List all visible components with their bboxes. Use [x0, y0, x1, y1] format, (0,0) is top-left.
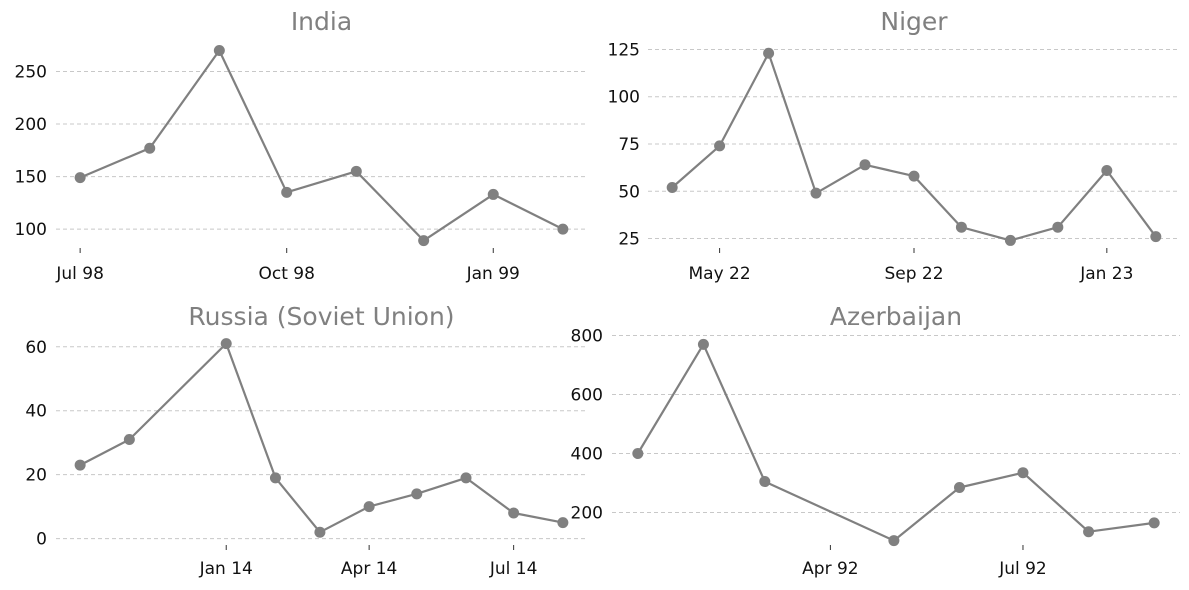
y-tick-label: 40	[25, 402, 47, 422]
data-point	[697, 338, 709, 350]
data-point	[1052, 221, 1064, 233]
data-point	[666, 181, 678, 193]
series-line	[79, 49, 564, 242]
y-tick-label: 50	[618, 182, 640, 202]
data-point	[859, 159, 871, 171]
x-tick-label: Sep 22	[884, 264, 943, 284]
x-tick-label: Jan 23	[1079, 264, 1133, 284]
chart-title: India	[291, 7, 352, 36]
data-point	[1150, 231, 1162, 243]
data-point	[955, 221, 967, 233]
y-tick-label: 400	[571, 445, 603, 465]
chart-title: Azerbaijan	[830, 302, 962, 331]
data-point	[281, 186, 293, 198]
x-tick-label: Apr 92	[802, 559, 858, 579]
y-tick-label: 100	[608, 88, 640, 108]
data-point	[363, 501, 375, 513]
x-tick-label: Apr 14	[341, 559, 397, 579]
data-point	[220, 338, 232, 350]
y-tick-label: 100	[15, 220, 47, 240]
series-line	[671, 52, 1157, 242]
y-tick-label: 0	[36, 530, 47, 550]
data-point	[714, 140, 726, 152]
data-point	[908, 170, 920, 182]
data-point	[350, 165, 362, 177]
x-tick-label: Jan 99	[466, 264, 520, 284]
data-point	[487, 188, 499, 200]
data-point	[269, 472, 281, 484]
y-tick-label: 20	[25, 466, 47, 486]
data-point	[759, 476, 771, 488]
chart-panel: Azerbaijan 200 400 600 800 Apr 92 Jul 92	[571, 302, 1180, 579]
x-tick-label: Jan 14	[199, 559, 253, 579]
x-tick-label: Oct 98	[258, 264, 314, 284]
y-tick-label: 60	[25, 338, 47, 358]
y-tick-label: 150	[15, 168, 47, 188]
data-point	[460, 472, 472, 484]
y-tick-label: 600	[571, 385, 603, 405]
data-point	[557, 517, 569, 529]
x-tick-label: Jul 98	[55, 264, 104, 284]
chart-panel: India 100 150 200 250 Jul 98 Oct 98 Jan 99	[15, 7, 587, 284]
data-point	[418, 235, 430, 247]
y-tick-label: 800	[571, 326, 603, 346]
data-point	[74, 172, 86, 184]
data-point	[508, 507, 520, 519]
data-point	[953, 481, 965, 493]
data-point	[74, 459, 86, 471]
data-point	[314, 526, 326, 538]
data-point	[810, 187, 822, 199]
data-point	[1083, 526, 1095, 538]
chart-panel: Niger 25 50 75 100 125 May 22 Sep 22 Jan 23	[608, 7, 1180, 284]
data-point	[213, 45, 225, 57]
y-tick-label: 125	[608, 40, 640, 60]
data-point	[888, 535, 900, 547]
y-tick-label: 250	[15, 63, 47, 83]
data-point	[557, 223, 569, 235]
data-point	[1101, 164, 1113, 176]
data-point	[144, 142, 156, 154]
series-line	[636, 343, 1155, 542]
data-point	[763, 47, 775, 59]
x-tick-label: May 22	[689, 264, 751, 284]
x-tick-label: Jul 14	[489, 559, 538, 579]
y-tick-label: 200	[571, 504, 603, 524]
data-point	[411, 488, 423, 500]
y-tick-label: 25	[618, 230, 640, 250]
chart-panel: Russia (Soviet Union) 0 20 40 60 Jan 14 Apr 14…	[25, 302, 587, 579]
data-point	[632, 448, 644, 460]
data-point	[1148, 517, 1160, 529]
series-line	[79, 342, 564, 534]
chart-title: Niger	[880, 7, 948, 36]
data-point	[123, 434, 135, 445]
x-tick-label: Jul 92	[998, 559, 1047, 579]
y-tick-label: 75	[618, 135, 640, 155]
y-tick-label: 200	[15, 115, 47, 135]
chart-title: Russia (Soviet Union)	[188, 302, 454, 331]
data-point	[1004, 234, 1016, 246]
data-point	[1017, 467, 1029, 479]
